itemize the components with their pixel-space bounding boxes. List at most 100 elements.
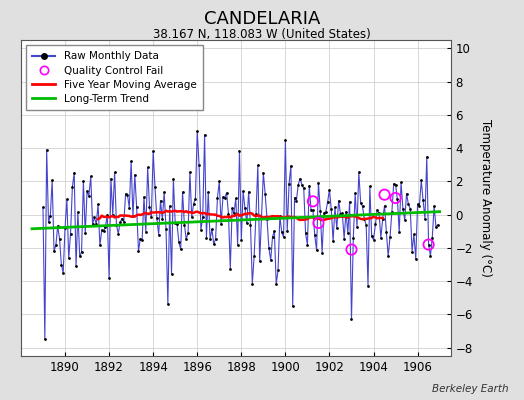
Point: [111, 169, 119, 176]
Point: [178, 189, 187, 195]
Point: [395, 229, 403, 235]
Point: [63, 196, 71, 202]
Point: [358, 203, 367, 210]
Point: [373, 207, 381, 213]
Point: [300, 185, 308, 192]
Point: [399, 206, 407, 212]
Point: [428, 234, 436, 241]
Point: [389, 180, 398, 187]
Point: [100, 228, 108, 235]
Point: [167, 271, 176, 277]
Point: [171, 220, 179, 226]
Point: [356, 200, 365, 206]
Point: [342, 208, 350, 215]
Point: [166, 203, 174, 209]
Point: [127, 158, 135, 165]
Point: [320, 210, 328, 216]
Point: [173, 221, 181, 227]
Point: [278, 229, 286, 235]
Point: [204, 189, 212, 196]
Point: [59, 270, 68, 276]
Point: [79, 178, 88, 184]
Point: [252, 210, 260, 217]
Point: [228, 205, 236, 212]
Y-axis label: Temperature Anomaly (°C): Temperature Anomaly (°C): [479, 119, 493, 277]
Point: [325, 186, 334, 193]
Point: [323, 199, 332, 205]
Point: [248, 280, 257, 287]
Point: [202, 234, 211, 241]
Point: [322, 209, 330, 215]
Point: [261, 191, 269, 197]
Point: [46, 212, 54, 219]
Point: [169, 176, 178, 182]
Point: [217, 221, 225, 227]
Text: Berkeley Earth: Berkeley Earth: [432, 384, 508, 394]
Point: [45, 219, 53, 226]
Text: CANDELARIA: CANDELARIA: [204, 10, 320, 28]
Point: [151, 184, 159, 190]
Point: [239, 188, 247, 195]
Point: [257, 215, 266, 221]
Point: [52, 242, 60, 249]
Point: [70, 169, 79, 176]
Point: [177, 246, 185, 252]
Point: [199, 214, 207, 220]
Point: [94, 201, 102, 208]
Point: [331, 204, 339, 210]
Point: [74, 209, 82, 215]
Point: [397, 179, 405, 186]
Point: [97, 227, 106, 233]
Point: [221, 194, 229, 201]
Point: [119, 219, 128, 225]
Point: [329, 238, 337, 244]
Point: [287, 162, 295, 169]
Point: [211, 236, 220, 242]
Point: [430, 203, 438, 210]
Point: [433, 222, 442, 228]
Point: [158, 216, 167, 222]
Point: [222, 190, 231, 196]
Point: [408, 248, 416, 255]
Point: [112, 222, 121, 228]
Point: [200, 132, 209, 138]
Point: [114, 230, 123, 237]
Point: [413, 201, 422, 208]
Point: [345, 198, 354, 205]
Point: [296, 175, 304, 182]
Point: [130, 172, 139, 178]
Point: [327, 206, 335, 213]
Point: [393, 196, 401, 202]
Point: [208, 226, 216, 232]
Point: [267, 257, 275, 264]
Point: [163, 301, 172, 308]
Point: [318, 249, 326, 256]
Point: [174, 239, 183, 245]
Point: [268, 234, 277, 240]
Point: [160, 189, 168, 196]
Point: [270, 228, 279, 234]
Point: [377, 234, 385, 241]
Point: [380, 202, 389, 209]
Point: [83, 188, 91, 194]
Point: [72, 263, 80, 270]
Point: [39, 204, 47, 210]
Point: [378, 216, 387, 222]
Point: [294, 182, 302, 188]
Point: [108, 212, 117, 218]
Point: [149, 148, 157, 155]
Point: [140, 194, 148, 200]
Point: [312, 247, 321, 254]
Point: [283, 228, 291, 234]
Point: [336, 211, 345, 217]
Point: [210, 241, 218, 248]
Point: [185, 169, 194, 175]
Point: [191, 196, 200, 202]
Point: [369, 236, 378, 243]
Point: [96, 242, 104, 249]
Point: [188, 214, 196, 220]
Point: [61, 225, 69, 231]
Point: [279, 234, 288, 240]
Point: [367, 233, 376, 240]
Point: [400, 217, 409, 223]
